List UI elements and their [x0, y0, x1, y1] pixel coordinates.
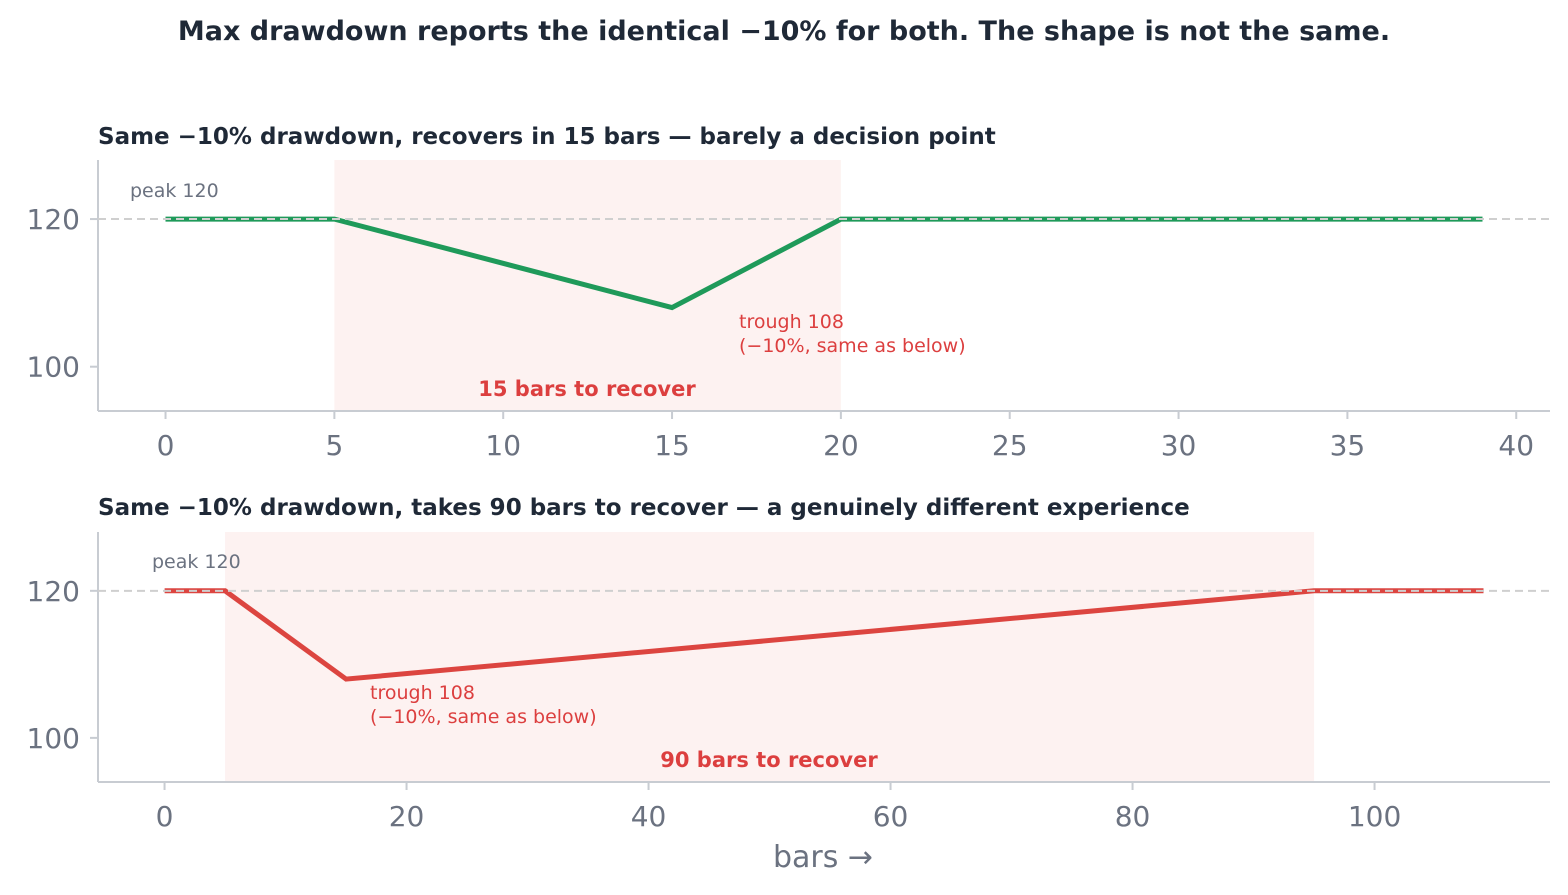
panel-1-x-tick-label: 5	[325, 429, 343, 462]
panel-1-trough-note: (−10%, same as below)	[739, 335, 966, 357]
panel-1-x-tick-label: 25	[992, 429, 1028, 462]
panel-1-title: Same −10% drawdown, recovers in 15 bars …	[98, 124, 996, 150]
panel-2-x-tick-label: 0	[156, 800, 174, 833]
panel-2-x-tick-label: 80	[1115, 800, 1151, 833]
panel-2-x-tick-label: 40	[631, 800, 667, 833]
panel-2-y-tick-label: 120	[27, 575, 80, 608]
panel-2-y-tick-label: 100	[27, 722, 80, 755]
panel-1-y-tick-label: 120	[27, 203, 80, 236]
panel-1-x-tick-label: 35	[1330, 429, 1366, 462]
figure-title: Max drawdown reports the identical −10% …	[178, 16, 1390, 47]
x-axis-label: bars →	[773, 840, 873, 875]
panel-2-x-tick-label: 60	[873, 800, 909, 833]
panel-1-trough-label: trough 108	[739, 311, 844, 333]
panel-1-x-tick-label: 10	[485, 429, 521, 462]
panel-1-x-tick-label: 20	[823, 429, 859, 462]
panel-1-peak-label: peak 120	[130, 180, 219, 202]
panel-1-x-tick-label: 30	[1161, 429, 1197, 462]
panel-2-recovery-label: 90 bars to recover	[660, 748, 878, 772]
panel-2-peak-label: peak 120	[152, 551, 241, 573]
panel-1-x-tick-label: 15	[654, 429, 690, 462]
panel-2-title: Same −10% drawdown, takes 90 bars to rec…	[98, 495, 1190, 521]
panel-2: 0 20 40 60 80 100 100 120	[27, 532, 1550, 833]
panel-1: 0 5 10 15 20 25 30 35 40 100 120	[27, 160, 1550, 462]
panel-2-x-tick-label: 100	[1348, 800, 1401, 833]
panel-1-recovery-label: 15 bars to recover	[478, 377, 696, 401]
panel-2-trough-note: (−10%, same as below)	[370, 706, 597, 728]
panel-1-y-tick-label: 100	[27, 351, 80, 384]
panel-2-x-tick-label: 20	[389, 800, 425, 833]
panel-1-x-tick-label: 40	[1498, 429, 1534, 462]
panel-1-x-tick-label: 0	[157, 429, 175, 462]
panel-2-trough-label: trough 108	[370, 682, 475, 704]
panel-2-recovery-span	[225, 532, 1315, 782]
